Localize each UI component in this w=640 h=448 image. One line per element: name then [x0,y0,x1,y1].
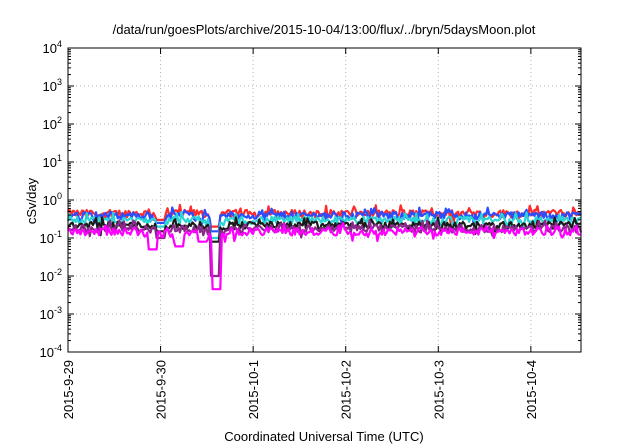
x-tick-label: 2015-10-1 [246,360,261,419]
y-tick-label: 100 [43,191,62,208]
x-axis-label: Coordinated Universal Time (UTC) [224,429,423,444]
y-tick-label: 104 [43,39,62,56]
series-group [66,203,583,291]
y-axis-label: cSv/day [24,177,39,224]
grid [68,48,581,352]
y-tick-label: 10-4 [40,343,62,360]
series-line-3 [66,210,581,240]
chart-title: /data/run/goesPlots/archive/2015-10-04/1… [113,22,536,37]
y-tick-label: 103 [43,77,62,94]
x-tick-label: 2015-10-3 [431,360,446,419]
x-tick-label: 2015-10-4 [524,360,539,419]
series-line-6 [67,222,582,291]
y-tick-label: 102 [43,115,62,132]
y-tick-label: 10-2 [40,267,62,284]
x-tick-label: 2015-9-29 [61,360,76,419]
x-tick-label: 2015-9-30 [154,360,169,419]
y-tick-label: 10-1 [40,229,62,246]
y-tick-label: 101 [43,153,62,170]
x-tick-label: 2015-10-2 [339,360,354,419]
ticks: 104 103 102 101 100 10-1 10-2 10-3 10-42015-9-29… [40,39,581,419]
series-line-5 [67,219,583,278]
y-tick-label: 10-3 [40,305,62,322]
